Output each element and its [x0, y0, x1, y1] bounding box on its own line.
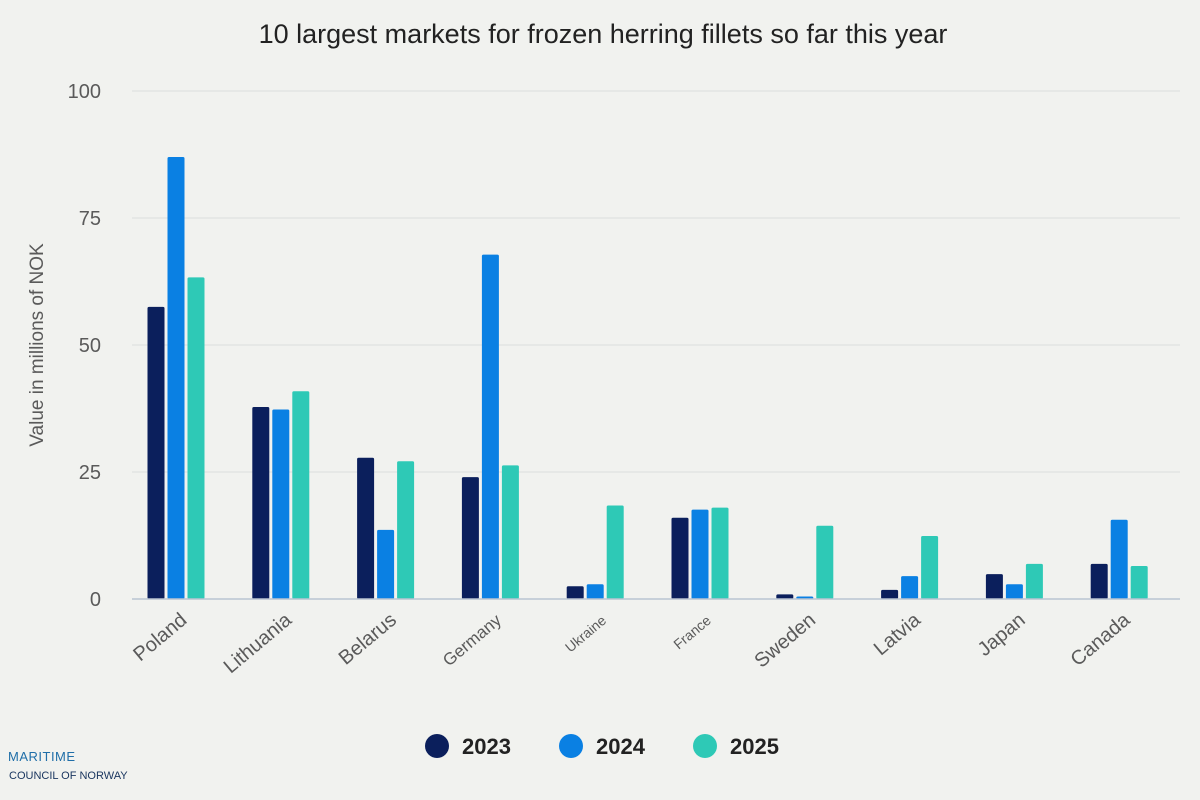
bar-belarus-2025 — [397, 461, 415, 599]
logo-line-1: MARITIME — [8, 749, 76, 764]
bar-germany-2023 — [461, 477, 479, 599]
bar-lithuania-2024 — [272, 409, 290, 599]
bar-france-2023 — [671, 517, 689, 599]
y-tick-label: 0 — [90, 589, 101, 611]
bar-sweden-2025 — [816, 525, 834, 599]
legend-label-2023: 2023 — [462, 734, 511, 759]
bar-canada-2024 — [1110, 519, 1128, 599]
logo-line-2: COUNCIL OF NORWAY — [9, 770, 128, 782]
x-tick-label: Latvia — [870, 608, 926, 660]
x-tick-label: Canada — [1067, 608, 1135, 670]
legend: 2023 2024 2025 — [425, 734, 779, 759]
bar-belarus-2024 — [377, 529, 395, 599]
bar-poland-2024 — [167, 157, 185, 599]
y-axis-label: Value in millions of NOK — [27, 243, 48, 447]
y-tick-label: 50 — [79, 335, 101, 357]
bar-latvia-2024 — [901, 576, 919, 599]
y-axis-ticks: 0 25 50 75 100 — [68, 81, 101, 611]
bar-lithuania-2025 — [292, 391, 310, 599]
x-tick-label: Sweden — [751, 609, 821, 672]
bar-ukraine-2024 — [586, 584, 604, 599]
bar-lithuania-2023 — [252, 407, 270, 599]
y-tick-label: 75 — [79, 208, 101, 230]
bar-ukraine-2023 — [566, 586, 584, 599]
legend-label-2024: 2024 — [596, 734, 646, 759]
bar-france-2025 — [711, 507, 729, 599]
bar-ukraine-2025 — [606, 505, 624, 599]
x-tick-label: Belarus — [335, 609, 401, 669]
chart-title: 10 largest markets for frozen herring fi… — [259, 19, 948, 49]
legend-marker-2025 — [693, 734, 717, 758]
bar-japan-2024 — [1005, 584, 1023, 599]
bar-canada-2023 — [1090, 563, 1108, 599]
bar-latvia-2025 — [921, 536, 939, 599]
bar-germany-2024 — [481, 254, 499, 599]
bar-canada-2025 — [1130, 566, 1148, 599]
bar-latvia-2023 — [881, 589, 899, 599]
x-tick-label: Japan — [974, 609, 1030, 661]
bar-japan-2025 — [1025, 563, 1043, 599]
x-axis-ticks: Poland Lithuania Belarus Germany Ukraine Fran… — [129, 608, 1135, 678]
legend-label-2025: 2025 — [730, 734, 779, 759]
x-tick-label: Lithuania — [220, 608, 297, 678]
bar-belarus-2023 — [357, 457, 375, 599]
legend-marker-2024 — [559, 734, 583, 758]
y-tick-label: 100 — [68, 81, 101, 103]
bar-france-2024 — [691, 509, 709, 599]
bar-japan-2023 — [985, 574, 1003, 599]
bar-sweden-2023 — [776, 594, 794, 599]
y-tick-label: 25 — [79, 462, 101, 484]
x-tick-label: France — [670, 612, 714, 652]
bar-germany-2025 — [501, 465, 519, 599]
x-tick-label: Poland — [129, 609, 191, 666]
x-tick-label: Ukraine — [562, 612, 609, 655]
x-tick-label: Germany — [439, 610, 505, 670]
bars — [147, 157, 1148, 599]
legend-marker-2023 — [425, 734, 449, 758]
bar-poland-2023 — [147, 306, 165, 599]
gridlines — [132, 90, 1180, 473]
bar-poland-2025 — [187, 277, 205, 599]
